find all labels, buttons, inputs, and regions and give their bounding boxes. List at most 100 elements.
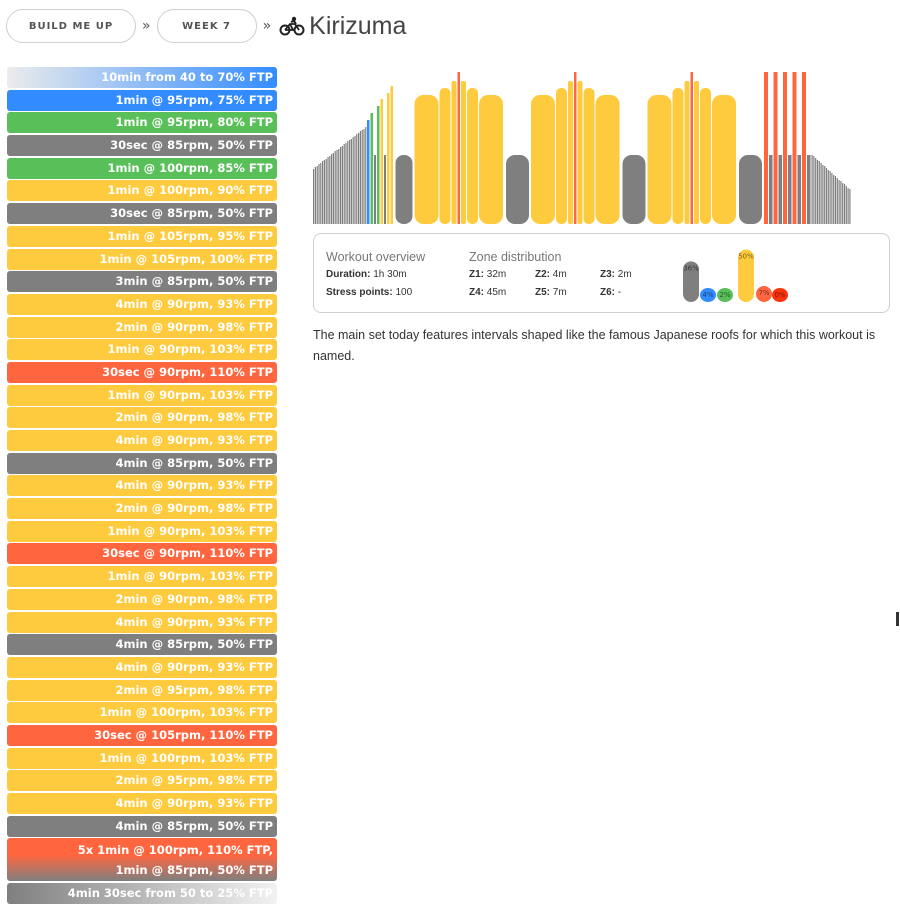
interval-item[interactable]: 4min @ 90rpm, 93% FTP: [7, 793, 277, 814]
interval-bar: [380, 99, 383, 224]
interval-bar: [556, 88, 567, 224]
recovery-bar: [395, 155, 413, 224]
zone-percent-label: 36%: [683, 264, 699, 272]
interval-bar: [672, 88, 684, 224]
warmup-bar: [325, 159, 327, 224]
interval-item[interactable]: 4min @ 90rpm, 93% FTP: [7, 475, 277, 497]
interval-item[interactable]: 1min @ 100rpm, 103% FTP: [7, 702, 277, 724]
zone3-stat: Z3: 2m: [600, 269, 632, 280]
interval-item[interactable]: 10min from 40 to 70% FTP: [7, 67, 277, 88]
warmup-bar: [341, 146, 343, 224]
interval-item[interactable]: 30sec @ 85rpm, 50% FTP: [7, 135, 277, 157]
interval-item[interactable]: 1min @ 95rpm, 80% FTP: [7, 112, 277, 134]
interval-list: 10min from 40 to 70% FTP 1min @ 95rpm, 75…: [7, 67, 277, 906]
interval-bar: [783, 72, 787, 224]
interval-item[interactable]: 30sec @ 90rpm, 110% FTP: [7, 361, 277, 383]
cooldown-bar: [842, 183, 844, 224]
zone4-label: Z4:: [469, 287, 484, 298]
interval-bar: [467, 88, 478, 224]
interval-item[interactable]: 1min @ 90rpm, 103% FTP: [7, 384, 277, 406]
duration-value: 1h 30m: [373, 269, 407, 280]
page-title: Kirizuma: [309, 11, 407, 40]
zone-percent-label: 2%: [719, 291, 730, 299]
zone-bubble: [717, 288, 733, 302]
cooldown-bar: [822, 165, 824, 224]
stress-row: Stress points: 100: [326, 287, 412, 298]
interval-item[interactable]: 4min @ 90rpm, 93% FTP: [7, 611, 277, 633]
interval-item[interactable]: 30sec @ 105rpm, 110% FTP: [7, 724, 277, 746]
interval-item[interactable]: 1min @ 100rpm, 85% FTP: [7, 157, 277, 179]
warmup-bar: [359, 131, 361, 224]
cooldown-bar: [831, 173, 833, 224]
interval-item[interactable]: 30sec @ 90rpm, 110% FTP: [7, 543, 277, 565]
interval-bar: [802, 72, 806, 224]
interval-item[interactable]: 3min @ 85rpm, 50% FTP: [7, 271, 277, 293]
bike-icon: [279, 16, 305, 36]
interval-item[interactable]: 1min @ 100rpm, 103% FTP: [7, 747, 277, 769]
interval-label: 5x 1min @ 100rpm, 110% FTP,: [77, 843, 273, 858]
warmup-bar: [332, 153, 334, 224]
interval-item[interactable]: 4min @ 85rpm, 50% FTP: [7, 634, 277, 656]
zone-percent-label: 7%: [758, 289, 769, 297]
interval-bar: [684, 81, 690, 224]
week-button[interactable]: WEEK 7: [156, 9, 257, 43]
warmup-bar: [327, 157, 329, 224]
interval-item[interactable]: 2min @ 90rpm, 98% FTP: [7, 588, 277, 610]
interval-item[interactable]: 2min @ 90rpm, 98% FTP: [7, 498, 277, 520]
interval-item[interactable]: 4min @ 90rpm, 93% FTP: [7, 656, 277, 678]
interval-item[interactable]: 30sec @ 85rpm, 50% FTP: [7, 203, 277, 225]
warmup-bar: [329, 156, 331, 224]
interval-bar: [568, 81, 573, 224]
zone3-label: Z3:: [600, 269, 615, 280]
zone4-stat: Z4: 45m: [469, 287, 506, 298]
interval-bar: [595, 95, 620, 224]
cooldown-bar: [824, 166, 826, 224]
interval-item[interactable]: 2min @ 90rpm, 98% FTP: [7, 316, 277, 338]
cooldown-bar: [833, 175, 835, 224]
cooldown-bar: [838, 180, 840, 224]
zone6-label: Z6:: [600, 287, 615, 298]
interval-item[interactable]: 1min @ 90rpm, 103% FTP: [7, 520, 277, 542]
interval-item[interactable]: 1min @ 105rpm, 95% FTP: [7, 225, 277, 247]
zone-bubble: [738, 249, 754, 302]
overview-heading: Workout overview: [326, 250, 426, 264]
interval-bar: [377, 106, 380, 224]
warmup-bar: [336, 150, 338, 224]
interval-item[interactable]: 2min @ 95rpm, 98% FTP: [7, 679, 277, 701]
warmup-bar: [350, 139, 352, 224]
interval-item[interactable]: 1min @ 105rpm, 100% FTP: [7, 248, 277, 270]
interval-item[interactable]: 1min @ 90rpm, 103% FTP: [7, 566, 277, 588]
recovery-bar: [807, 155, 811, 224]
warmup-bar: [354, 136, 356, 224]
cooldown-bar: [829, 171, 831, 224]
interval-item[interactable]: 4min 30sec from 50 to 25% FTP: [7, 883, 277, 905]
interval-item[interactable]: 1min @ 100rpm, 90% FTP: [7, 180, 277, 202]
interval-item[interactable]: 4min @ 85rpm, 50% FTP: [7, 815, 277, 837]
plan-button[interactable]: BUILD ME UP: [6, 9, 136, 43]
interval-item[interactable]: 2min @ 90rpm, 98% FTP: [7, 407, 277, 429]
zone4-value: 45m: [486, 287, 507, 298]
interval-item[interactable]: 4min @ 85rpm, 50% FTP: [7, 452, 277, 474]
recovery-bar: [506, 155, 529, 224]
interval-bar: [461, 81, 466, 224]
interval-item[interactable]: 1min @ 95rpm, 75% FTP: [7, 89, 277, 111]
zone-percent-label: 4%: [702, 291, 713, 299]
cooldown-bar: [818, 161, 820, 224]
interval-item[interactable]: 1min @ 90rpm, 103% FTP: [7, 339, 277, 361]
cooldown-bar: [811, 155, 813, 224]
cooldown-bar: [834, 176, 837, 224]
interval-item[interactable]: 4min @ 90rpm, 93% FTP: [7, 430, 277, 451]
breadcrumb: BUILD ME UP » WEEK 7 » Kirizuma: [6, 8, 406, 44]
cooldown-bar: [836, 178, 838, 224]
interval-bar: [451, 81, 457, 224]
interval-item[interactable]: 4min @ 90rpm, 93% FTP: [7, 293, 277, 315]
zone1-stat: Z1: 32m: [469, 269, 506, 280]
zone5-label: Z5:: [535, 287, 550, 298]
interval-bar: [764, 72, 768, 224]
interval-item[interactable]: 5x 1min @ 100rpm, 110% FTP, 1min @ 85rpm,…: [7, 838, 277, 882]
recovery-bar: [384, 155, 386, 224]
interval-bar: [690, 72, 693, 224]
interval-bar: [583, 88, 595, 224]
zone-bubble: [756, 286, 772, 302]
interval-item[interactable]: 2min @ 95rpm, 98% FTP: [7, 770, 277, 792]
